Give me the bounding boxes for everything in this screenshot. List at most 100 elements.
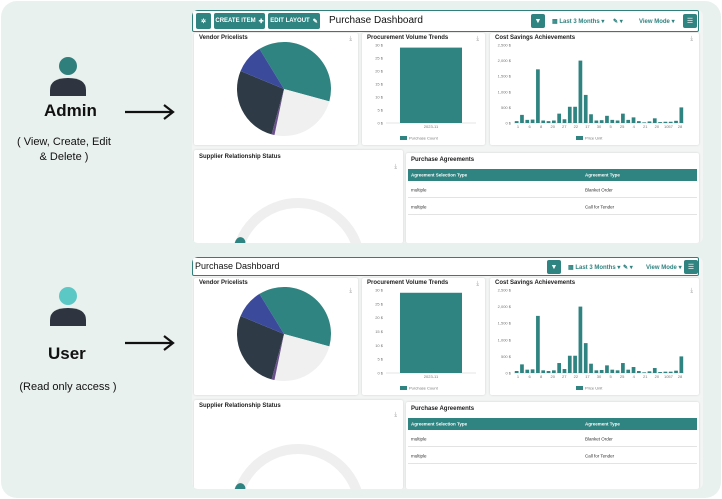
grid-view-icon[interactable]: ☰ bbox=[684, 260, 698, 274]
table-row[interactable]: multiple Call for Tender bbox=[408, 199, 697, 215]
legend-label: Purchase Count bbox=[409, 136, 439, 141]
bar bbox=[541, 370, 546, 373]
bar bbox=[668, 371, 673, 373]
y-tick-label: 30 $ bbox=[375, 43, 384, 48]
card-title: Supplier Relationship Status bbox=[199, 154, 281, 160]
view-mode-dropdown[interactable]: View Mode ▾ bbox=[639, 19, 675, 25]
bar bbox=[583, 94, 588, 123]
y-tick-label: 25 $ bbox=[375, 56, 384, 61]
x-tick-label: 21 bbox=[643, 374, 648, 379]
x-tick-label: 2023-11 bbox=[424, 124, 439, 129]
supplier-gauge bbox=[234, 444, 362, 489]
x-tick-label: 21 bbox=[643, 124, 648, 129]
x-tick-label: 17 bbox=[585, 374, 590, 379]
savings-bar-chart: 0 $ 500 $ 1,000 $ 1,500 $ 2,000 $ 2,500 $ 1 6 8 2… bbox=[498, 43, 684, 141]
x-tick-label: 20 bbox=[655, 124, 660, 129]
period-dropdown[interactable]: ▦ Last 3 Months ▾ bbox=[552, 19, 605, 25]
bar bbox=[557, 113, 562, 123]
bar bbox=[626, 119, 631, 123]
bar bbox=[567, 355, 572, 373]
bar bbox=[589, 363, 593, 373]
legend-label: Price Unit bbox=[585, 386, 603, 391]
bar bbox=[658, 372, 662, 373]
admin-role-description: ( View, Create, Edit & Delete ) bbox=[17, 136, 111, 163]
purchase-agreements-card: Purchase Agreements Agreement Selection … bbox=[406, 402, 699, 489]
y-tick-label: 2,500 $ bbox=[498, 288, 512, 293]
filter-icon[interactable]: ▼ bbox=[547, 260, 561, 274]
y-tick-label: 20 $ bbox=[375, 315, 384, 320]
edit-layout-button[interactable]: EDIT LAYOUT ✎ bbox=[268, 13, 320, 29]
download-icon[interactable]: ⤓ bbox=[394, 164, 397, 170]
bar bbox=[551, 120, 556, 123]
bar bbox=[567, 106, 572, 123]
table-row[interactable]: multiple Blanket Order bbox=[408, 431, 697, 447]
brush-dropdown[interactable]: ✎ ▾ bbox=[613, 19, 623, 25]
y-tick-label: 10 $ bbox=[375, 343, 384, 348]
x-tick-label: 27 bbox=[562, 124, 567, 129]
download-icon[interactable]: ⤓ bbox=[690, 36, 693, 42]
bar bbox=[520, 114, 524, 123]
y-tick-label: 1,500 $ bbox=[498, 321, 512, 326]
bar bbox=[615, 120, 620, 123]
y-tick-label: 15 $ bbox=[375, 329, 384, 334]
y-tick-label: 500 $ bbox=[501, 105, 512, 110]
bar bbox=[674, 370, 678, 373]
bar bbox=[610, 119, 615, 123]
user-avatar-icon bbox=[50, 287, 86, 326]
user-arrow-icon bbox=[125, 335, 175, 351]
bar bbox=[599, 370, 604, 373]
vendor-pie-chart bbox=[237, 287, 331, 381]
x-tick-label: 30 bbox=[597, 124, 602, 129]
pie-slice bbox=[259, 42, 331, 102]
pie-slice bbox=[237, 71, 284, 135]
bar bbox=[605, 365, 609, 373]
bar bbox=[536, 315, 540, 373]
filter-icon[interactable]: ▼ bbox=[531, 14, 545, 28]
create-item-button[interactable]: CREATE ITEM ✚ bbox=[214, 13, 265, 29]
download-icon[interactable]: ⤓ bbox=[476, 281, 479, 287]
bar bbox=[647, 371, 652, 373]
x-tick-label: 25 bbox=[620, 374, 625, 379]
supplier-gauge bbox=[234, 198, 362, 243]
x-tick-label: 6 bbox=[528, 374, 531, 379]
y-tick-label: 1,000 $ bbox=[498, 337, 512, 342]
download-icon[interactable]: ⤓ bbox=[690, 288, 693, 294]
bar bbox=[400, 47, 462, 123]
bar bbox=[530, 369, 535, 373]
bar bbox=[663, 121, 668, 123]
legend-label: Price Unit bbox=[585, 136, 603, 141]
grid-view-icon[interactable]: ☰ bbox=[683, 14, 697, 28]
y-tick-label: 1,500 $ bbox=[498, 74, 512, 79]
download-icon[interactable]: ⤓ bbox=[349, 36, 352, 42]
pie-slice bbox=[259, 287, 331, 347]
cost-savings-card: Cost Savings Achievements ⤓ 0 $ 500 $ 1,00… bbox=[490, 278, 699, 395]
x-tick-label: 30 bbox=[597, 374, 602, 379]
x-tick-label: 25 bbox=[620, 124, 625, 129]
bar bbox=[663, 371, 668, 373]
table-row[interactable]: multiple Blanket Order bbox=[408, 182, 697, 198]
download-icon[interactable]: ⤓ bbox=[394, 412, 397, 418]
y-tick-label: 2,000 $ bbox=[498, 58, 512, 63]
y-tick-label: 5 $ bbox=[377, 357, 383, 362]
bar bbox=[520, 364, 524, 373]
settings-button[interactable]: ✲ bbox=[196, 13, 211, 29]
x-tick-label: 20 bbox=[655, 374, 660, 379]
y-tick-label: 10 $ bbox=[375, 95, 384, 100]
admin-role-label: Admin bbox=[44, 101, 97, 120]
table-header: Agreement Selection Type Agreement Type bbox=[408, 418, 697, 430]
bar bbox=[400, 292, 462, 373]
bar bbox=[541, 120, 546, 123]
x-tick-label: 28 bbox=[678, 374, 683, 379]
user-toolbar: Purchase Dashboard ▼ ▦ Last 3 Months ▾ ✎… bbox=[192, 257, 699, 276]
period-dropdown[interactable]: ▦ Last 3 Months ▾ bbox=[568, 265, 621, 271]
table-row[interactable]: multiple Call for Tender bbox=[408, 448, 697, 464]
brush-dropdown[interactable]: ✎ ▾ bbox=[623, 265, 633, 271]
bar bbox=[589, 114, 593, 123]
y-tick-label: 25 $ bbox=[375, 301, 384, 306]
bar bbox=[636, 121, 641, 123]
view-mode-dropdown[interactable]: View Mode ▾ bbox=[646, 265, 682, 271]
x-tick-label: 5 bbox=[609, 124, 612, 129]
download-icon[interactable]: ⤓ bbox=[349, 288, 352, 294]
x-tick-label: 6 bbox=[528, 124, 531, 129]
download-icon[interactable]: ⤓ bbox=[476, 36, 479, 42]
